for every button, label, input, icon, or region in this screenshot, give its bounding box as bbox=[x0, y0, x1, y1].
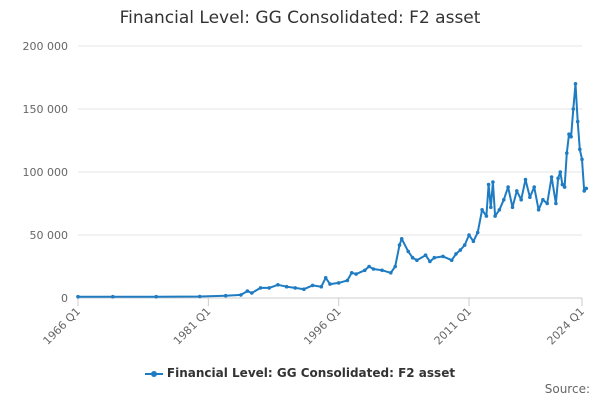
data-point[interactable] bbox=[489, 205, 493, 210]
data-point[interactable] bbox=[458, 248, 463, 252]
y-tick-label: 200 000 bbox=[23, 40, 69, 53]
data-point[interactable] bbox=[245, 289, 250, 293]
data-point[interactable] bbox=[423, 253, 428, 257]
data-point[interactable] bbox=[532, 185, 536, 189]
data-point[interactable] bbox=[497, 208, 502, 212]
data-point[interactable] bbox=[276, 283, 280, 287]
data-point[interactable] bbox=[111, 294, 115, 299]
data-point[interactable] bbox=[319, 284, 324, 289]
data-point[interactable] bbox=[428, 259, 432, 264]
x-tick-label: 1981 Q1 bbox=[171, 305, 214, 348]
data-point[interactable] bbox=[239, 293, 243, 297]
data-point[interactable] bbox=[399, 237, 404, 241]
data-point[interactable] bbox=[336, 281, 341, 285]
data-point[interactable] bbox=[363, 268, 367, 273]
data-point[interactable] bbox=[569, 134, 573, 139]
data-point[interactable] bbox=[449, 258, 454, 263]
data-point[interactable] bbox=[491, 180, 495, 184]
y-tick-label: 150 000 bbox=[23, 103, 69, 116]
data-point[interactable] bbox=[554, 201, 558, 206]
data-point[interactable] bbox=[454, 252, 458, 256]
data-point[interactable] bbox=[284, 284, 289, 289]
data-point[interactable] bbox=[502, 197, 506, 202]
gridlines bbox=[78, 45, 582, 299]
chart-title: Financial Level: GG Consolidated: F2 ass… bbox=[119, 8, 481, 28]
data-point[interactable] bbox=[410, 255, 415, 260]
data-point[interactable] bbox=[575, 119, 580, 124]
data-point[interactable] bbox=[415, 258, 419, 263]
data-point[interactable] bbox=[523, 177, 528, 182]
data-point[interactable] bbox=[573, 82, 578, 86]
data-point[interactable] bbox=[475, 230, 480, 235]
data-point[interactable] bbox=[302, 287, 306, 292]
data-point[interactable] bbox=[354, 272, 358, 276]
data-point[interactable] bbox=[541, 197, 545, 202]
y-axis: 0 50 000 100 000 150 000 200 000 bbox=[23, 40, 69, 305]
data-point[interactable] bbox=[154, 294, 158, 299]
legend[interactable]: Financial Level: GG Consolidated: F2 ass… bbox=[0, 366, 600, 380]
data-point[interactable] bbox=[349, 271, 354, 275]
data-point[interactable] bbox=[406, 249, 411, 254]
data-point[interactable] bbox=[558, 170, 563, 174]
data-point[interactable] bbox=[371, 267, 376, 271]
data-point[interactable] bbox=[545, 201, 549, 206]
data-point[interactable] bbox=[432, 255, 437, 260]
data-point[interactable] bbox=[380, 268, 384, 273]
data-point[interactable] bbox=[267, 286, 272, 290]
x-tick-label: 1966 Q1 bbox=[41, 305, 84, 348]
data-point[interactable] bbox=[584, 186, 589, 191]
y-tick-label: 100 000 bbox=[23, 166, 69, 179]
series-line[interactable] bbox=[78, 82, 588, 298]
data-point[interactable] bbox=[467, 233, 471, 237]
data-point[interactable] bbox=[549, 175, 554, 179]
data-point[interactable] bbox=[389, 271, 393, 275]
data-point[interactable] bbox=[580, 157, 584, 162]
source-label: Source: bbox=[544, 382, 590, 396]
data-point[interactable] bbox=[565, 151, 569, 155]
data-point[interactable] bbox=[510, 205, 515, 210]
data-point[interactable] bbox=[441, 254, 445, 259]
data-point[interactable] bbox=[258, 286, 263, 290]
data-point[interactable] bbox=[528, 195, 532, 199]
data-point[interactable] bbox=[197, 294, 202, 299]
data-point[interactable] bbox=[480, 208, 484, 212]
data-point[interactable] bbox=[567, 132, 571, 136]
series-group bbox=[76, 82, 589, 299]
data-point[interactable] bbox=[536, 208, 541, 212]
data-point[interactable] bbox=[397, 243, 402, 247]
data-point[interactable] bbox=[556, 176, 560, 181]
data-point[interactable] bbox=[484, 214, 489, 218]
data-point[interactable] bbox=[560, 182, 565, 187]
data-point[interactable] bbox=[582, 189, 586, 193]
legend-label: Financial Level: GG Consolidated: F2 ass… bbox=[166, 366, 456, 380]
x-tick-label: 1996 Q1 bbox=[301, 305, 344, 348]
data-point[interactable] bbox=[393, 264, 398, 269]
data-point[interactable] bbox=[223, 293, 228, 298]
x-tick-label: 2024 Q1 bbox=[545, 305, 588, 348]
data-point[interactable] bbox=[293, 286, 298, 290]
data-point[interactable] bbox=[578, 147, 582, 152]
y-tick-label: 0 bbox=[61, 292, 68, 305]
y-tick-label: 50 000 bbox=[30, 229, 69, 242]
data-point[interactable] bbox=[367, 264, 371, 269]
data-point[interactable] bbox=[462, 243, 467, 247]
data-point[interactable] bbox=[310, 283, 315, 288]
data-point[interactable] bbox=[76, 294, 80, 299]
data-point[interactable] bbox=[562, 185, 567, 189]
data-point[interactable] bbox=[519, 197, 523, 202]
x-axis: 1966 Q1 1981 Q1 1996 Q1 2011 Q1 2024 Q1 bbox=[41, 298, 588, 348]
data-point[interactable] bbox=[345, 278, 350, 283]
data-point[interactable] bbox=[486, 182, 491, 187]
data-point[interactable] bbox=[571, 107, 576, 111]
data-point[interactable] bbox=[515, 189, 519, 193]
x-tick-label: 2011 Q1 bbox=[432, 305, 475, 348]
data-point[interactable] bbox=[250, 291, 254, 295]
data-point[interactable] bbox=[471, 239, 476, 244]
data-point[interactable] bbox=[328, 282, 332, 286]
data-point[interactable] bbox=[493, 214, 497, 218]
data-point[interactable] bbox=[323, 276, 328, 280]
legend-swatch bbox=[144, 370, 163, 377]
data-point[interactable] bbox=[506, 185, 510, 189]
